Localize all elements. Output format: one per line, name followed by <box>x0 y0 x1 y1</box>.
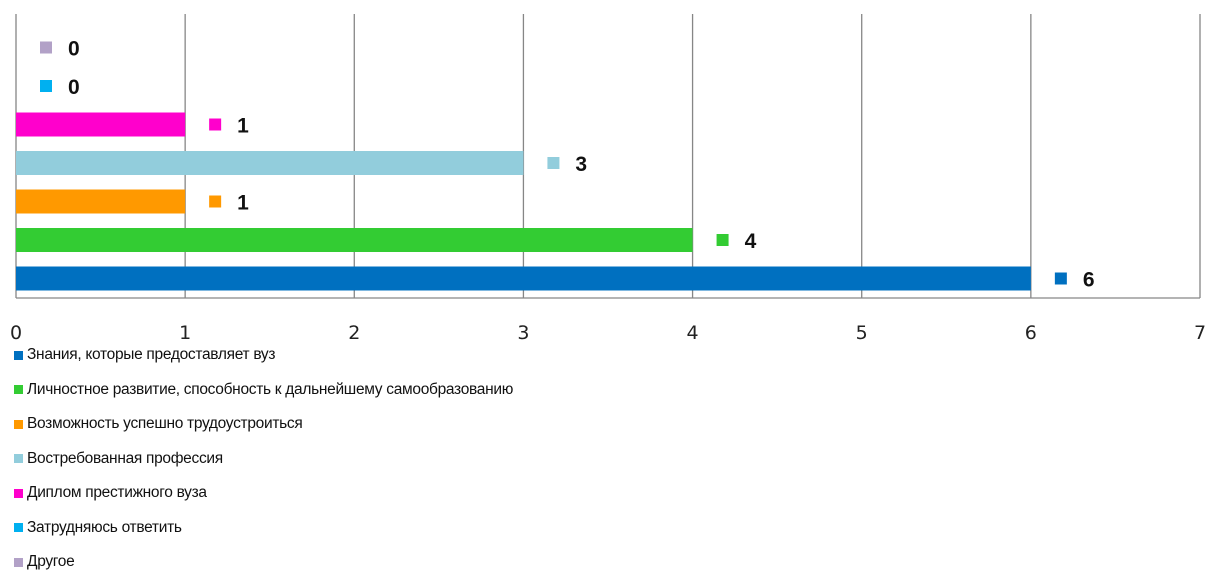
data-label-key <box>209 195 222 208</box>
legend-entry: Личностное развитие, способность к дальн… <box>14 373 914 408</box>
bar <box>16 266 1031 291</box>
legend-swatch <box>14 557 23 567</box>
chart-legend: Знания, которые предоставляет вуз Личност… <box>14 338 914 580</box>
data-label-key <box>1054 272 1067 285</box>
legend-label: Затрудняюсь ответить <box>27 518 182 536</box>
chart-plot: 6 4 1 3 1 0 0 0 1 2 3 4 5 6 7 <box>10 14 1206 344</box>
x-tick-label: 1 <box>179 322 191 340</box>
data-label: 4 <box>745 230 757 253</box>
x-tick-label: 6 <box>1025 322 1037 340</box>
bar <box>16 112 186 137</box>
x-tick-label: 4 <box>687 322 699 340</box>
chart: 6 4 1 3 1 0 0 0 1 2 3 4 5 6 7 Знания, которые предост… <box>10 14 1206 570</box>
bar <box>16 151 524 175</box>
legend-swatch <box>14 419 23 429</box>
legend-label: Другое <box>27 553 75 571</box>
data-label: 6 <box>1083 269 1095 292</box>
legend-label: Знания, которые предоставляет вуз <box>27 346 276 364</box>
legend-swatch <box>14 523 23 533</box>
x-tick-label: 3 <box>517 322 529 340</box>
legend-label: Личностное развитие, способность к дальн… <box>27 380 514 398</box>
legend-swatch <box>14 488 23 498</box>
data-label: 1 <box>237 192 249 215</box>
x-tick-label: 5 <box>856 322 868 340</box>
data-label-key <box>209 118 222 131</box>
data-label-key <box>40 80 52 92</box>
data-label: 1 <box>237 115 249 138</box>
data-label-key <box>547 157 560 169</box>
data-label: 3 <box>575 153 587 176</box>
data-label: 0 <box>68 76 80 99</box>
legend-swatch <box>14 350 23 360</box>
data-label-key <box>716 234 729 246</box>
bar <box>16 228 693 252</box>
legend-entry: Затрудняюсь ответить <box>14 511 914 546</box>
data-label-key <box>40 41 52 54</box>
bar <box>16 189 186 214</box>
legend-label: Востребованная профессия <box>27 449 223 467</box>
legend-label: Диплом престижного вуза <box>27 484 207 502</box>
legend-entry: Востребованная профессия <box>14 442 914 477</box>
legend-swatch <box>14 385 23 395</box>
data-label: 0 <box>68 38 80 61</box>
legend-swatch <box>14 454 23 464</box>
legend-entry: Знания, которые предоставляет вуз <box>14 338 914 373</box>
legend-label: Возможность успешно трудоустроиться <box>27 415 303 433</box>
x-tick-label: 0 <box>10 322 22 340</box>
legend-entry: Другое <box>14 545 914 580</box>
legend-entry: Диплом престижного вуза <box>14 476 914 511</box>
x-tick-label: 2 <box>348 322 360 340</box>
x-tick-label: 7 <box>1194 322 1206 340</box>
legend-entry: Возможность успешно трудоустроиться <box>14 407 914 442</box>
